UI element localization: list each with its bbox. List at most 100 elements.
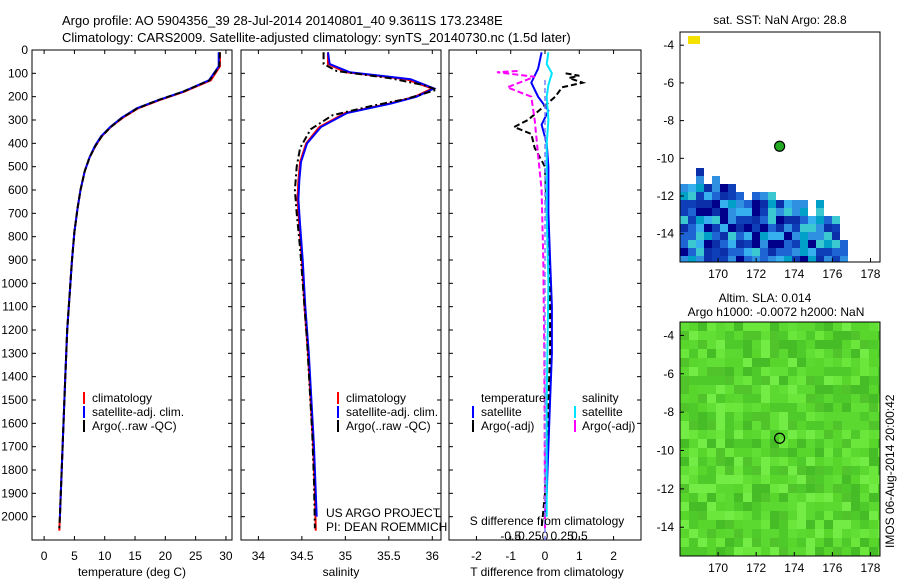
sla-cell	[680, 547, 689, 556]
sla-cell	[869, 529, 878, 538]
sla-cell	[851, 385, 860, 394]
sla-cell	[860, 385, 869, 394]
sst-cell	[688, 232, 696, 240]
sla-cell	[734, 412, 743, 421]
sla-cell	[761, 349, 770, 358]
sla-cell	[860, 367, 869, 376]
sla-cell	[869, 349, 878, 358]
sla-cell	[770, 475, 779, 484]
sst-cell	[704, 184, 712, 192]
sst-cell	[736, 248, 744, 256]
sla-cell	[752, 448, 761, 457]
sla-cell	[806, 421, 815, 430]
sst-cell	[704, 240, 712, 248]
sla-cell	[761, 430, 770, 439]
sla-cell	[770, 484, 779, 493]
sla-cell	[734, 538, 743, 547]
sla-cell	[743, 511, 752, 520]
sst-cell	[840, 240, 848, 248]
sla-cell	[698, 421, 707, 430]
project-label: US ARGO PROJECT	[326, 506, 441, 520]
sst-cell	[768, 256, 776, 262]
sla-cell	[824, 331, 833, 340]
sla-cell	[698, 439, 707, 448]
map-x-tick-label: 176	[822, 561, 842, 575]
sst-cell	[704, 208, 712, 216]
sst-cell	[736, 240, 744, 248]
sla-cell	[707, 448, 716, 457]
sla-cell	[698, 484, 707, 493]
sla-cell	[680, 331, 689, 340]
map-y-tick-label: -8	[663, 405, 674, 419]
sla-cell	[824, 439, 833, 448]
series-line	[511, 72, 587, 529]
sla-cell	[698, 475, 707, 484]
sla-cell	[761, 439, 770, 448]
sla-cell	[680, 475, 689, 484]
sla-cell	[815, 475, 824, 484]
sla-cell	[797, 529, 806, 538]
sla-cell	[788, 475, 797, 484]
sla-cell	[797, 376, 806, 385]
sst-cell	[728, 208, 736, 216]
sla-cell	[752, 484, 761, 493]
sla-cell	[707, 385, 716, 394]
sla-cell	[797, 493, 806, 502]
sst-cell	[792, 200, 800, 208]
sla-cell	[797, 421, 806, 430]
sla-cell	[779, 511, 788, 520]
sla-cell	[824, 367, 833, 376]
sla-cell	[833, 349, 842, 358]
sla-cell	[779, 493, 788, 502]
sla-cell	[851, 475, 860, 484]
sst-cell	[776, 240, 784, 248]
sla-cell	[779, 484, 788, 493]
map-x-tick-label: 170	[708, 267, 728, 281]
sla-cell	[806, 502, 815, 511]
title-line-2: Climatology: CARS2009. Satellite-adjuste…	[62, 30, 571, 45]
sla-cell	[833, 466, 842, 475]
sla-cell	[788, 448, 797, 457]
sla-cell	[860, 484, 869, 493]
sla-cell	[806, 394, 815, 403]
sla-cell	[797, 502, 806, 511]
sst-cell	[680, 248, 688, 256]
series-line	[296, 52, 435, 531]
sla-cell	[689, 457, 698, 466]
sla-cell	[815, 457, 824, 466]
temperature-plot: 0100200300400500600700800900100011001200…	[1, 43, 233, 563]
sla-cell	[842, 484, 851, 493]
sla-cell	[779, 331, 788, 340]
sst-cell	[792, 208, 800, 216]
depth-tick-label: 400	[8, 136, 28, 150]
sla-cell	[707, 457, 716, 466]
sst-cell	[728, 232, 736, 240]
sla-cell	[797, 448, 806, 457]
sst-cell	[752, 208, 760, 216]
sla-cell	[725, 493, 734, 502]
sla-cell	[833, 502, 842, 511]
sst-map-frame	[679, 31, 881, 263]
sla-cell	[680, 502, 689, 511]
map-x-tick-label: 172	[746, 561, 766, 575]
sla-cell	[833, 322, 842, 331]
sla-cell	[716, 403, 725, 412]
sla-cell	[761, 502, 770, 511]
sla-cell	[689, 367, 698, 376]
sla-cell	[716, 439, 725, 448]
sla-cell	[779, 547, 788, 556]
sla-cell	[860, 376, 869, 385]
sla-cell	[815, 403, 824, 412]
sla-cell	[716, 412, 725, 421]
sla-cell	[716, 475, 725, 484]
series-line	[58, 52, 221, 531]
sla-cell	[806, 367, 815, 376]
sla-cell	[869, 475, 878, 484]
map-y-tick-label: -14	[657, 520, 675, 534]
sla-cell	[680, 493, 689, 502]
sla-cell	[860, 466, 869, 475]
sla-cell	[788, 403, 797, 412]
sla-cell	[761, 475, 770, 484]
depth-tick-label: 2000	[1, 510, 28, 524]
sla-cell	[779, 421, 788, 430]
